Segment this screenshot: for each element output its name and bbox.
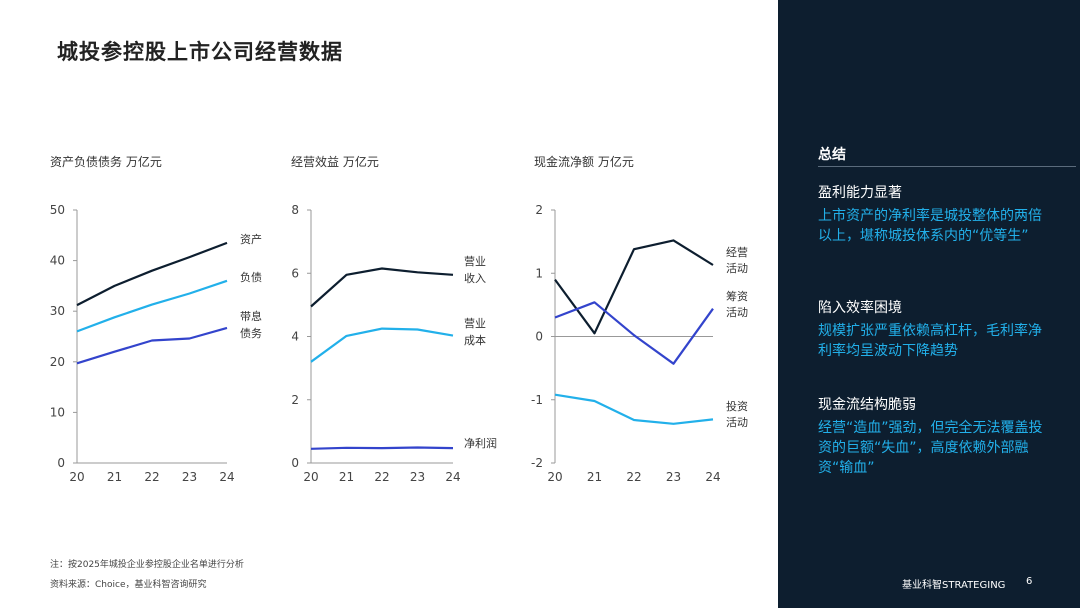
y-tick-label: 30: [50, 304, 65, 318]
series-label: 经营: [726, 245, 748, 259]
y-tick-label: 10: [50, 405, 65, 419]
footnote-note: 注：按2025年城投企业参控股企业名单进行分析: [50, 560, 244, 570]
y-tick-label: 0: [535, 330, 543, 344]
y-tick-label: 0: [57, 456, 65, 470]
x-tick-label: 20: [69, 470, 84, 484]
series-label: 活动: [726, 262, 748, 275]
series-label: 筹资: [726, 289, 748, 303]
series-label: 收入: [464, 271, 486, 285]
y-tick-label: 40: [50, 254, 65, 268]
x-tick-label: 21: [107, 470, 122, 484]
y-tick-label: 50: [50, 203, 65, 217]
summary-body-2: 规模扩张严重依赖高杠杆，毛利率净利率均呈波动下降趋势: [818, 323, 1042, 359]
x-tick-label: 24: [705, 470, 720, 484]
series-label: 带息: [240, 309, 262, 323]
chart-title: 经营效益 万亿元: [291, 154, 379, 169]
page-title: 城投参控股上市公司经营数据: [57, 40, 343, 64]
series-line: [310, 267, 454, 308]
series-line: [310, 446, 454, 450]
y-tick-label: 4: [291, 330, 299, 344]
series-label: 营业: [464, 316, 486, 330]
series-label: 活动: [726, 416, 748, 429]
sidebar-heading: 总结: [818, 147, 846, 163]
summary-title-3: 现金流结构脆弱: [818, 397, 916, 413]
y-tick-label: 2: [291, 393, 299, 407]
x-tick-label: 20: [547, 470, 562, 484]
y-tick-label: 8: [291, 203, 299, 217]
series-line: [554, 301, 714, 365]
series-label: 营业: [464, 254, 486, 268]
x-tick-label: 22: [374, 470, 389, 484]
x-tick-label: 23: [666, 470, 681, 484]
y-tick-label: 6: [291, 266, 299, 280]
chart-title: 现金流净额 万亿元: [534, 154, 634, 169]
series-line: [554, 239, 714, 335]
y-tick-label: 2: [535, 203, 543, 217]
brand-name: 基业科智STRATEGING: [902, 580, 1006, 591]
series-label: 活动: [726, 306, 748, 319]
series-line: [310, 327, 454, 363]
series-label: 投资: [726, 399, 748, 413]
summary-body-3: 经营“造血”强劲，但完全无法覆盖投资的巨额“失血”，高度依赖外部融资“输血”: [818, 420, 1043, 476]
x-tick-label: 23: [410, 470, 425, 484]
sidebar-divider: [818, 166, 1076, 167]
summary-body-1: 上市资产的净利率是城投整体的两倍以上，堪称城投体系内的“优等生”: [818, 208, 1042, 244]
chart-title: 资产负债债务 万亿元: [50, 154, 162, 169]
x-tick-label: 22: [144, 470, 159, 484]
series-label: 债务: [240, 326, 262, 340]
series-line: [76, 279, 228, 333]
x-tick-label: 21: [339, 470, 354, 484]
series-label: 净利润: [464, 436, 497, 450]
series-line: [554, 393, 714, 425]
y-tick-label: 0: [291, 456, 299, 470]
x-tick-label: 24: [445, 470, 460, 484]
x-tick-label: 21: [587, 470, 602, 484]
x-tick-label: 23: [182, 470, 197, 484]
series-line: [76, 326, 228, 365]
series-line: [76, 241, 228, 307]
summary-title-2: 陷入效率困境: [818, 300, 902, 316]
x-tick-label: 22: [626, 470, 641, 484]
series-label: 资产: [240, 232, 262, 246]
y-tick-label: -2: [531, 456, 543, 470]
x-tick-label: 24: [219, 470, 234, 484]
summary-sidebar: 总结 盈利能力显著 上市资产的净利率是城投整体的两倍以上，堪称城投体系内的“优等…: [778, 0, 1080, 608]
y-tick-label: -1: [531, 393, 543, 407]
y-tick-label: 1: [535, 266, 543, 280]
summary-title-1: 盈利能力显著: [818, 185, 902, 201]
x-tick-label: 20: [303, 470, 318, 484]
footnote-source: 资料来源：Choice，基业科智咨询研究: [50, 580, 207, 590]
page-number: 6: [1026, 576, 1033, 587]
series-label: 负债: [240, 270, 262, 284]
y-tick-label: 20: [50, 355, 65, 369]
series-label: 成本: [464, 333, 486, 347]
